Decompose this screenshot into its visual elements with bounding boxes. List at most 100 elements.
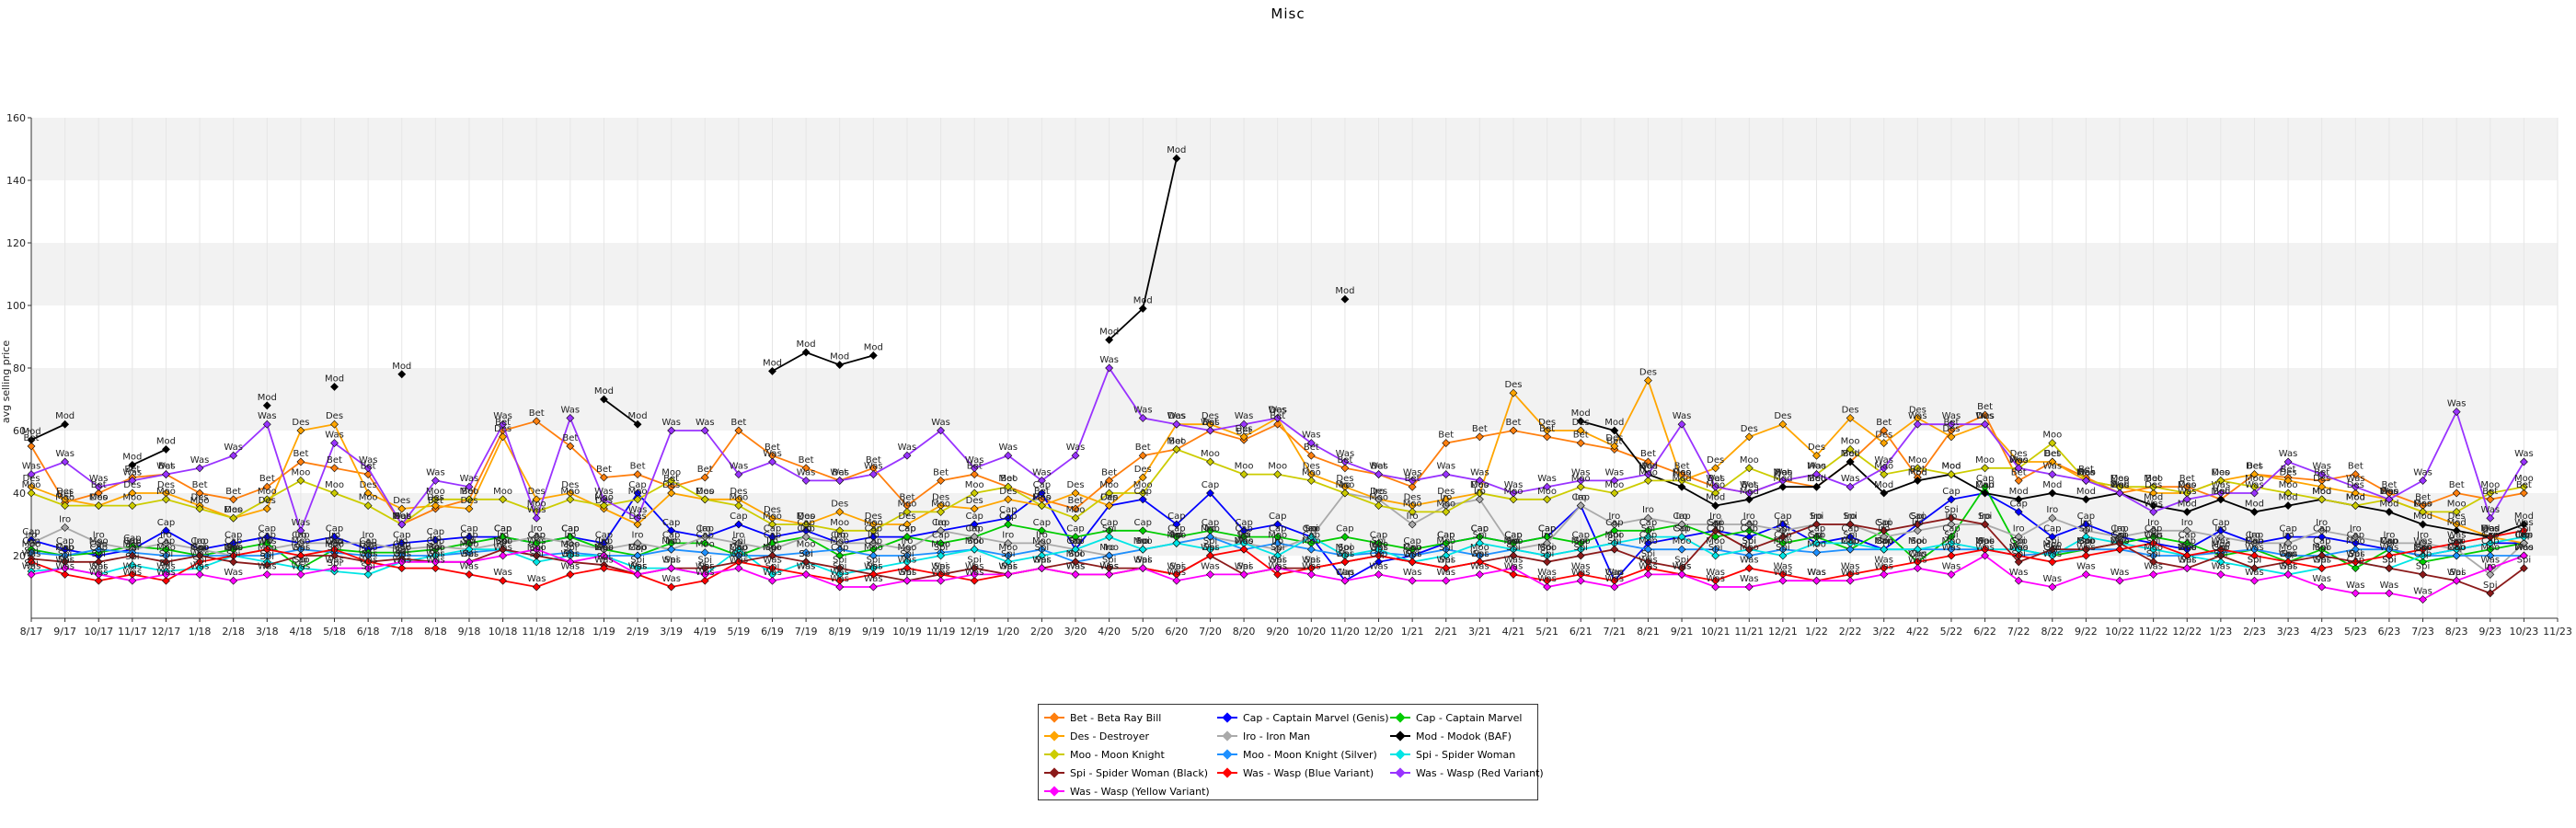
data-label: Cap — [1403, 543, 1420, 553]
data-point — [1677, 476, 1686, 485]
data-label: Was — [493, 411, 512, 421]
data-label: Bet — [2415, 493, 2431, 503]
legend-label: Spi - Spider Woman — [1416, 748, 1516, 761]
data-label: Iro — [2383, 530, 2395, 540]
x-tick-label: 10/23 — [2510, 626, 2539, 638]
data-label: Bet — [2482, 487, 2498, 497]
data-label: Spi — [1911, 536, 1925, 546]
data-label: Bet — [2044, 449, 2060, 459]
data-label: Moo — [965, 480, 984, 490]
data-point — [1981, 551, 1989, 560]
data-label: Bet — [2078, 465, 2094, 475]
data-point — [1744, 564, 1754, 573]
data-label: Cap — [1202, 518, 1219, 528]
data-label: Cap — [1909, 512, 1926, 522]
data-point — [2250, 470, 2259, 479]
data-label: Cap — [865, 536, 882, 546]
data-label: Spi — [1641, 524, 1655, 535]
legend-item: Was - Wasp (Blue Variant) — [1217, 765, 1390, 781]
data-point — [768, 576, 776, 585]
data-label: Cap — [1605, 518, 1623, 528]
data-label: Bet — [91, 480, 107, 490]
data-label: Spi — [698, 556, 712, 566]
data-label: Was — [1537, 568, 1557, 578]
data-label: Was — [527, 574, 546, 584]
data-label: Spi — [934, 543, 948, 553]
data-label: Moo — [1369, 540, 1388, 550]
data-label: Spi — [293, 556, 307, 566]
data-label: Moo — [2144, 474, 2163, 484]
data-point — [1947, 432, 1956, 442]
data-point — [262, 545, 271, 554]
data-label: Iro — [969, 524, 981, 535]
data-label: Moo — [2110, 536, 2130, 546]
legend-label: Was - Wasp (Red Variant) — [1416, 766, 1544, 779]
data-label: Des — [831, 499, 848, 509]
data-label: Bet — [1640, 449, 1656, 459]
data-point — [2014, 464, 2023, 473]
grid-band — [31, 368, 2558, 431]
data-label: Mod — [2009, 487, 2029, 497]
data-label: Was — [1369, 561, 1388, 571]
data-point — [61, 457, 70, 466]
data-label: Spi — [91, 549, 105, 559]
data-label: Moo — [1807, 462, 1826, 472]
data-label: Was — [1369, 462, 1388, 472]
data-point — [262, 495, 271, 504]
data-label: Spi — [1035, 556, 1049, 566]
data-label: Cap — [292, 530, 309, 540]
data-label: Mod — [1133, 295, 1153, 305]
data-label: Moo — [1133, 480, 1153, 490]
data-label: Moo — [1706, 480, 1725, 490]
data-point — [633, 513, 642, 523]
data-label: Cap — [1538, 524, 1556, 535]
data-label: Cap — [1336, 568, 1353, 578]
data-label: Was — [1639, 462, 1658, 472]
data-label: Cap — [2380, 536, 2398, 546]
x-tick-label: 3/23 — [2277, 626, 2300, 638]
data-label: Des — [1942, 424, 1960, 434]
data-label: Was — [258, 536, 277, 546]
data-label: Cap — [123, 536, 141, 546]
data-point — [600, 551, 608, 560]
data-point — [801, 520, 811, 529]
data-label: Moo — [1268, 530, 1287, 540]
data-label: Cap — [2212, 543, 2229, 553]
data-label: Moo — [527, 543, 546, 553]
data-label: Cap — [1100, 518, 1118, 528]
data-point — [296, 426, 305, 435]
data-label: Spi — [2349, 549, 2363, 559]
data-point — [162, 538, 170, 547]
data-point — [768, 551, 776, 560]
data-point — [1172, 576, 1181, 585]
data-point — [1610, 489, 1619, 498]
data-point — [2317, 482, 2327, 491]
data-point — [937, 507, 945, 516]
data-label: Cap — [2179, 530, 2196, 540]
data-label: Spi — [2483, 581, 2497, 591]
data-point — [1880, 533, 1889, 542]
data-label: Moo — [156, 543, 176, 553]
data-point — [2283, 489, 2293, 498]
data-label: Cap — [1909, 549, 1926, 559]
data-label: Bet — [866, 455, 881, 466]
x-tick-label: 3/21 — [1468, 626, 1491, 638]
data-label: Was — [1706, 568, 1725, 578]
data-label: Spi — [1843, 512, 1857, 522]
data-point — [1172, 444, 1181, 454]
data-label: Cap — [2009, 499, 2027, 509]
data-label: Iro — [1508, 536, 1520, 546]
data-point — [2149, 526, 2158, 535]
legend-swatch — [1044, 750, 1064, 759]
data-label: Des — [528, 487, 546, 497]
data-label: Cap — [1100, 493, 1118, 503]
data-label: Bet — [596, 465, 612, 475]
data-label: Mod — [797, 339, 816, 350]
data-label: Spi — [2112, 530, 2126, 540]
data-point — [1846, 482, 1855, 491]
data-label: Spi — [496, 536, 510, 546]
x-tick-label: 11/20 — [1330, 626, 1360, 638]
data-point — [1744, 432, 1754, 442]
data-label: Moo — [2379, 536, 2398, 546]
x-tick-label: 2/20 — [1030, 626, 1053, 638]
